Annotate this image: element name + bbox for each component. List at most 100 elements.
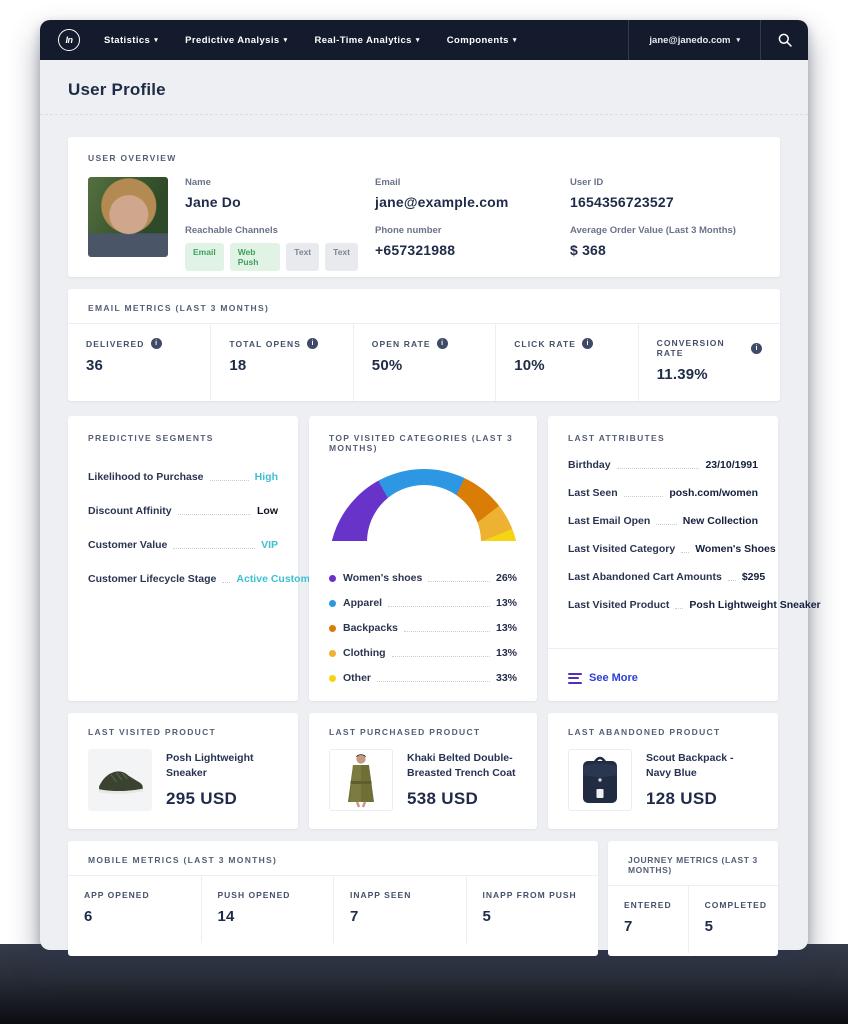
- segment-row: Customer Lifecycle Stage Active Customer: [88, 573, 320, 585]
- page-footer-band: [0, 944, 848, 1024]
- top-nav: In Statistics ▾ Predictive Analysis ▾ Re…: [40, 20, 808, 60]
- content-area: User Profile USER OVERVIEW Name Jane Do …: [40, 60, 821, 956]
- card-title: LAST PURCHASED PRODUCT: [329, 727, 481, 737]
- nav-item-components[interactable]: Components ▾: [446, 34, 517, 46]
- metric-inapp-seen: INAPP SEEN 7: [333, 876, 466, 943]
- metric-delivered: DELIVERED 36: [68, 324, 210, 401]
- channel-badge-email: Email: [185, 243, 224, 271]
- last-abandoned-product-card: LAST ABANDONED PRODUCT: [548, 713, 778, 829]
- avatar: [88, 177, 168, 257]
- nav-item-real-time-analytics[interactable]: Real-Time Analytics ▾: [314, 34, 420, 46]
- info-icon[interactable]: [582, 338, 594, 349]
- attribute-row: Last Visited Product Posh Lightweight Sn…: [568, 599, 821, 611]
- card-title: MOBILE METRICS (LAST 3 MONTHS): [88, 855, 278, 865]
- card-title: LAST ABANDONED PRODUCT: [568, 727, 721, 737]
- segment-row: Discount Affinity Low: [88, 505, 278, 517]
- legend-dot: [329, 650, 336, 657]
- legend-item: Clothing 13%: [329, 647, 517, 659]
- channel-badge-text: Text: [286, 243, 320, 271]
- chevron-down-icon: ▾: [736, 36, 740, 44]
- chevron-down-icon: ▾: [415, 36, 420, 44]
- dotted-leader: [656, 524, 677, 525]
- nav-menu: Statistics ▾ Predictive Analysis ▾ Real-…: [104, 20, 517, 60]
- card-title: TOP VISITED CATEGORIES (LAST 3 MONTHS): [329, 433, 513, 453]
- dotted-leader: [616, 468, 700, 469]
- app-window: In Statistics ▾ Predictive Analysis ▾ Re…: [40, 20, 821, 956]
- metric-push-opened: PUSH OPENED 14: [200, 876, 334, 943]
- email-field: Email jane@example.com: [375, 177, 509, 210]
- card-title: LAST VISITED PRODUCT: [88, 727, 217, 737]
- info-icon[interactable]: [436, 338, 448, 349]
- segment-row: Customer Value VIP: [88, 539, 278, 551]
- attribute-row: Last Visited Category Women's Shoes: [568, 543, 776, 555]
- metric-entered: ENTERED 7: [624, 900, 672, 935]
- chevron-down-icon: ▾: [512, 36, 517, 44]
- user-overview-card: USER OVERVIEW Name Jane Do Reachable Cha…: [68, 137, 780, 277]
- card-title: EMAIL METRICS (LAST 3 MONTHS): [88, 303, 270, 313]
- average-order-value-field: Average Order Value (Last 3 Months) $ 36…: [570, 225, 736, 258]
- attribute-row: Last Seen posh.com/women: [568, 487, 758, 499]
- insider-logo-icon[interactable]: In: [58, 29, 80, 51]
- page-header: User Profile: [40, 60, 808, 115]
- info-icon[interactable]: [307, 338, 318, 349]
- channel-badge-web-push: Web Push: [229, 243, 281, 271]
- dotted-leader: [623, 496, 664, 497]
- metric-app-opened: APP OPENED 6: [84, 890, 150, 925]
- last-visited-product-card: LAST VISITED PRODUCT Posh Lightweight Sn…: [68, 713, 298, 829]
- attribute-row: Last Abandoned Cart Amounts $295: [568, 571, 766, 583]
- chevron-down-icon: ▾: [283, 36, 288, 44]
- account-menu[interactable]: jane@janedo.com ▾: [628, 20, 760, 60]
- dotted-leader: [388, 606, 490, 607]
- info-icon[interactable]: [150, 338, 162, 349]
- card-title: PREDICTIVE SEGMENTS: [88, 433, 214, 443]
- search-icon: [778, 33, 792, 47]
- dotted-leader: [428, 581, 490, 582]
- chevron-down-icon: ▾: [154, 36, 159, 44]
- card-title: LAST ATTRIBUTES: [568, 433, 665, 443]
- attribute-row: Last Email Open New Collection: [568, 515, 758, 527]
- dotted-leader: [391, 656, 490, 657]
- legend-dot: [329, 575, 336, 582]
- dotted-leader: [377, 681, 490, 682]
- legend-item: Backpacks 13%: [329, 622, 517, 634]
- metric-conversion-rate: CONVERSION RATE 11.39%: [637, 324, 780, 401]
- top-visited-categories-card: TOP VISITED CATEGORIES (LAST 3 MONTHS) W…: [309, 416, 537, 701]
- nav-right: jane@janedo.com ▾: [628, 20, 808, 60]
- dotted-leader: [681, 552, 690, 553]
- name-field: Name Jane Do: [185, 177, 241, 210]
- nav-item-predictive-analysis[interactable]: Predictive Analysis ▾: [185, 34, 288, 46]
- card-title: USER OVERVIEW: [88, 153, 177, 163]
- dotted-leader: [209, 480, 249, 481]
- dotted-leader: [675, 608, 684, 609]
- channel-badge-text: Text: [325, 243, 358, 271]
- categories-gauge-chart: [329, 469, 519, 541]
- legend-dot: [329, 675, 336, 682]
- legend-item: Women's shoes 26%: [329, 572, 517, 584]
- product-image-backpack: [568, 749, 632, 811]
- last-purchased-product-card: LAST PURCHASED PRODUCT: [309, 713, 537, 829]
- search-button[interactable]: [760, 20, 808, 60]
- see-more-link[interactable]: See More: [568, 672, 638, 684]
- reachable-channels-field: Reachable Channels Email Web Push Text T…: [185, 225, 358, 271]
- last-attributes-card: LAST ATTRIBUTES Birthday 23/10/1991 Last…: [548, 416, 821, 701]
- phone-field: Phone number +657321988: [375, 225, 456, 258]
- journey-metrics-card: JOURNEY METRICS (LAST 3 MONTHS) ENTERED …: [608, 841, 778, 956]
- page-title: User Profile: [68, 80, 166, 99]
- metric-open-rate: OPEN RATE 50%: [352, 324, 495, 401]
- dotted-leader: [727, 580, 736, 581]
- metric-click-rate: CLICK RATE 10%: [495, 324, 637, 401]
- info-icon[interactable]: [750, 342, 762, 354]
- legend-item: Other 33%: [329, 672, 517, 684]
- list-icon: [568, 672, 582, 684]
- dotted-leader: [177, 514, 251, 515]
- dotted-leader: [222, 582, 231, 583]
- attribute-row: Birthday 23/10/1991: [568, 459, 758, 471]
- chart-legend: Women's shoes 26% Apparel 13% Ba: [329, 559, 517, 684]
- product-image-sneaker: [88, 749, 152, 811]
- nav-item-statistics[interactable]: Statistics ▾: [104, 34, 159, 46]
- product-image-trench-coat: [329, 749, 393, 811]
- card-title: JOURNEY METRICS (LAST 3 MONTHS): [628, 855, 758, 875]
- dotted-leader: [403, 631, 490, 632]
- metric-completed: COMPLETED 5: [687, 886, 783, 953]
